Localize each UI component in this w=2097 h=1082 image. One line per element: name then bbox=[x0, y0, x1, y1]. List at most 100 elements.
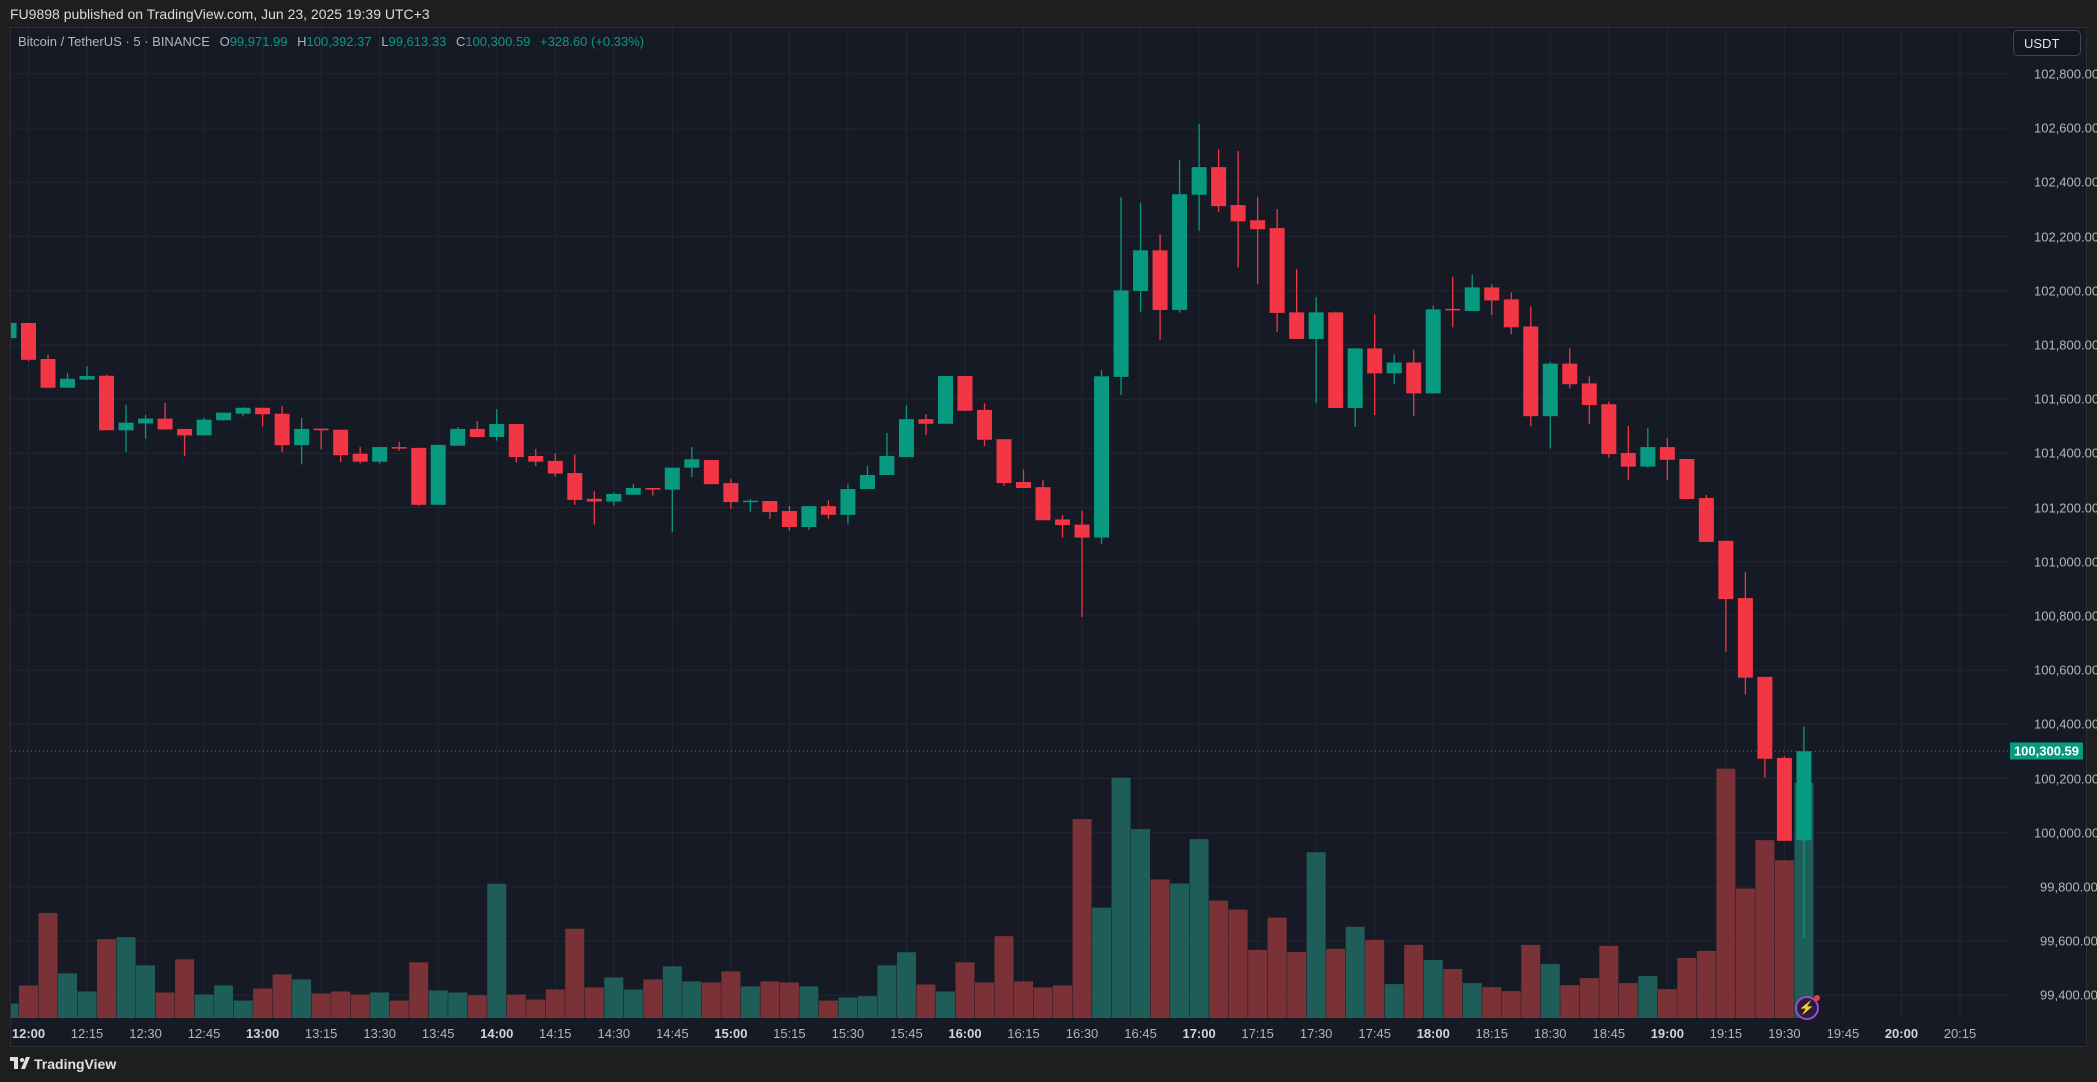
candle-body bbox=[294, 428, 310, 446]
volume-bar bbox=[1716, 768, 1736, 1018]
candle-body bbox=[391, 447, 407, 449]
price-tick-label: 102,400.00 bbox=[2034, 174, 2097, 190]
volume-bar bbox=[175, 959, 195, 1018]
candle bbox=[313, 428, 329, 450]
candle-body bbox=[1367, 348, 1383, 374]
candle-body bbox=[723, 483, 739, 503]
candle bbox=[703, 460, 719, 485]
close-label: C bbox=[455, 34, 466, 49]
volume-bar bbox=[1033, 987, 1053, 1018]
volume-bar bbox=[311, 993, 331, 1018]
volume-bar bbox=[1521, 944, 1541, 1018]
candle bbox=[1016, 469, 1032, 488]
candle-body bbox=[664, 467, 680, 490]
volume-bar bbox=[779, 982, 799, 1018]
candle-body bbox=[937, 376, 953, 424]
candle-body bbox=[1094, 376, 1110, 538]
price-tick-label: 101,200.00 bbox=[2034, 500, 2097, 515]
candle-body bbox=[1328, 312, 1344, 409]
volume-bar bbox=[1560, 985, 1580, 1018]
price-tick-label: 102,200.00 bbox=[2034, 229, 2097, 244]
price-tick-label: 100,800.00 bbox=[2034, 608, 2097, 624]
price-tick-label: 101,600.00 bbox=[2034, 391, 2097, 407]
candle bbox=[391, 441, 407, 451]
volume-bar bbox=[11, 1003, 19, 1018]
volume-bar bbox=[1267, 917, 1287, 1018]
candle bbox=[781, 505, 797, 531]
candle-body bbox=[1035, 487, 1051, 521]
candle-body bbox=[684, 459, 700, 468]
price-tick-label: 101,000.00 bbox=[2034, 554, 2097, 570]
open-label: O bbox=[219, 34, 230, 49]
volume-bar bbox=[818, 1000, 838, 1018]
candle bbox=[1484, 284, 1500, 316]
time-tick-label: 16:15 bbox=[1007, 1026, 1040, 1041]
candle bbox=[1269, 209, 1285, 332]
candle-body bbox=[606, 493, 622, 502]
candle-body bbox=[1464, 287, 1480, 312]
candle-body bbox=[11, 322, 17, 339]
candle bbox=[879, 432, 895, 475]
candle bbox=[996, 439, 1012, 486]
candle-body bbox=[21, 322, 36, 360]
candle bbox=[1718, 540, 1734, 652]
time-tick-label: 16:00 bbox=[948, 1026, 982, 1041]
candle-body bbox=[450, 428, 466, 446]
candle bbox=[450, 427, 466, 446]
lightning-icon[interactable]: ⚡ bbox=[1795, 995, 1820, 1020]
volume-bar bbox=[1189, 839, 1209, 1018]
candle-body bbox=[859, 474, 875, 490]
price-tick-label: 101,800.00 bbox=[2034, 337, 2097, 353]
volume-bar bbox=[1209, 900, 1229, 1018]
volume-bar bbox=[1657, 989, 1677, 1018]
candle bbox=[957, 376, 973, 411]
candle-body bbox=[1191, 167, 1207, 195]
candle bbox=[1562, 348, 1578, 389]
candle bbox=[1094, 369, 1110, 545]
candle-body bbox=[138, 418, 154, 424]
candle-body bbox=[1113, 290, 1129, 377]
candle-body bbox=[1425, 309, 1441, 394]
candle-body bbox=[898, 419, 914, 458]
candle bbox=[294, 417, 310, 465]
candle-body bbox=[1484, 287, 1500, 301]
candle bbox=[430, 444, 446, 505]
time-tick-label: 18:15 bbox=[1475, 1026, 1509, 1041]
time-tick-label: 12:00 bbox=[11, 1026, 46, 1041]
volume-bar bbox=[77, 991, 97, 1018]
time-tick-label: 12:45 bbox=[187, 1026, 221, 1041]
price-tick-label: 102,000.00 bbox=[2034, 283, 2097, 299]
candle-body bbox=[1503, 299, 1519, 328]
time-tick-label: 20:15 bbox=[1943, 1026, 1977, 1041]
time-tick-label: 19:00 bbox=[1650, 1026, 1684, 1041]
volume-bar bbox=[896, 952, 916, 1018]
candle bbox=[859, 466, 875, 490]
candle-body bbox=[1074, 524, 1090, 538]
candle bbox=[1503, 292, 1519, 335]
volume-bar bbox=[838, 997, 858, 1018]
candle-body bbox=[1250, 220, 1266, 230]
candle bbox=[1698, 495, 1714, 542]
volume-bar bbox=[272, 974, 292, 1018]
volume-bar bbox=[448, 992, 468, 1018]
volume-bar bbox=[389, 1000, 409, 1018]
candle bbox=[1581, 376, 1597, 425]
candle-body bbox=[625, 487, 641, 495]
candle-body bbox=[1523, 326, 1539, 417]
volume-bar bbox=[1540, 963, 1560, 1018]
volume-bar bbox=[1774, 860, 1794, 1018]
symbol-title[interactable]: Bitcoin / TetherUS · 5 · BINANCE bbox=[18, 34, 210, 49]
currency-button[interactable]: USDT bbox=[2013, 30, 2081, 56]
low-label: L bbox=[381, 34, 389, 49]
candle-body bbox=[1542, 363, 1558, 417]
candle bbox=[352, 447, 368, 464]
candle-body bbox=[528, 456, 544, 462]
brand-name: TradingView bbox=[34, 1056, 117, 1072]
publish-info: FU9898 published on TradingView.com, Jun… bbox=[10, 6, 430, 22]
candle-body bbox=[1640, 447, 1656, 467]
volume-bar bbox=[662, 966, 682, 1018]
candle bbox=[1367, 314, 1383, 416]
chart-panel[interactable] bbox=[10, 27, 2087, 1047]
volume-bar bbox=[136, 965, 156, 1018]
